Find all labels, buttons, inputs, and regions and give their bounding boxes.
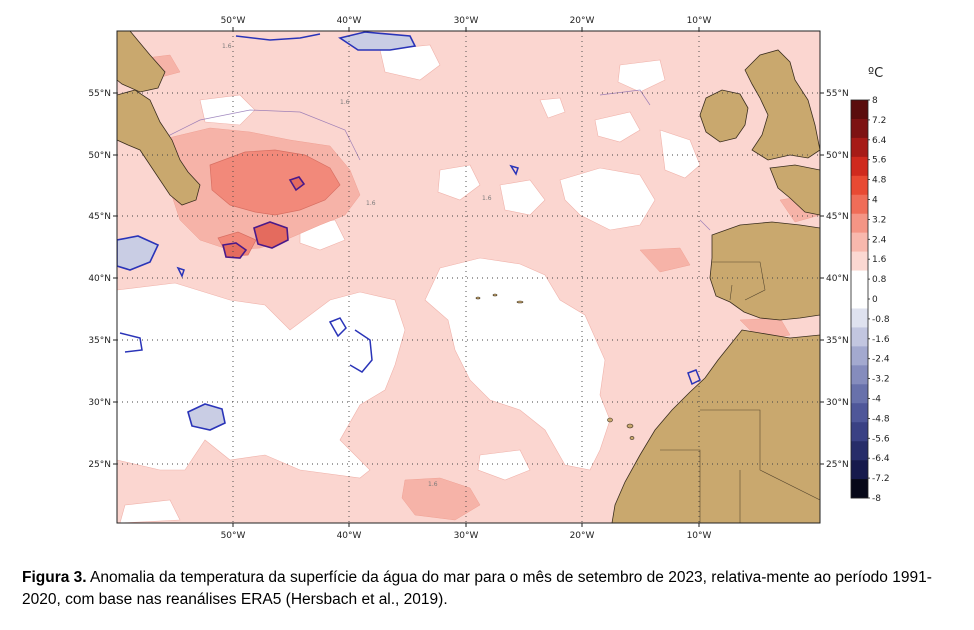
map-plot-area	[117, 31, 820, 523]
colorbar-swatch	[851, 289, 868, 309]
land-borders	[660, 261, 820, 523]
contour-label: 1.6	[222, 43, 232, 50]
lat-tick-label: 35°N	[88, 336, 111, 346]
lon-tick-label: 20°W	[570, 16, 595, 26]
lat-tick-label: 45°N	[826, 212, 849, 222]
lat-labels-left: 55°N 50°N 45°N 40°N 35°N 30°N 25°N	[88, 89, 111, 470]
lon-tick-label: 50°W	[221, 16, 246, 26]
figure-label: Figura 3.	[22, 569, 87, 586]
contour-label: 1.6	[428, 481, 438, 488]
africa-land	[611, 329, 820, 523]
colorbar-swatch	[851, 251, 868, 271]
lat-tick-label: 50°N	[88, 151, 111, 161]
colorbar-swatch	[851, 137, 868, 158]
colorbar-tick-label: 8	[872, 96, 878, 106]
colorbar-swatch	[851, 232, 868, 252]
lat-tick-label: 40°N	[88, 274, 111, 284]
figure-caption: Figura 3. Anomalia da temperatura da sup…	[22, 567, 957, 611]
colorbar-swatch	[851, 346, 868, 366]
colorbar-tick-label: -2.4	[872, 355, 890, 365]
lon-tick-label: 40°W	[337, 531, 362, 540]
colorbar-tick-label: -8	[872, 494, 881, 504]
colorbar-tick-label: -3.2	[872, 375, 890, 385]
lon-tick-label: 30°W	[454, 531, 479, 540]
colorbar-tick-label: 1.6	[872, 255, 887, 265]
colorbar-swatch	[851, 194, 868, 215]
lon-tick-label: 10°W	[687, 16, 712, 26]
colorbar-tick-label: -1.6	[872, 335, 890, 345]
sst-anomaly-map-figure: 1.6 1.6 1.6 1.6 1.6 50°W 40°W 30°W 20°W …	[88, 16, 890, 540]
colorbar-swatch	[851, 441, 868, 461]
lat-tick-label: 40°N	[826, 274, 849, 284]
ireland-land	[699, 89, 749, 143]
lat-tick-label: 55°N	[88, 89, 111, 99]
colorbar-swatch	[851, 308, 868, 328]
contour-label: 1.6	[340, 99, 350, 106]
colorbar-swatch	[851, 213, 868, 233]
peak-warm-anomaly	[222, 176, 306, 259]
colorbar-swatch	[851, 479, 868, 499]
france-land	[769, 164, 820, 216]
land-masses	[117, 31, 820, 523]
colorbar-tick-label: -0.8	[872, 315, 890, 325]
colorbar-swatch	[851, 100, 868, 120]
graticule	[117, 31, 820, 523]
labrador-land	[117, 31, 166, 93]
colorbar-tick-label: -6.4	[872, 454, 890, 464]
lon-tick-label: 40°W	[337, 16, 362, 26]
great-britain-land	[744, 49, 820, 161]
cold-contours	[119, 33, 701, 386]
lon-labels-bottom: 50°W 40°W 30°W 20°W 10°W	[221, 531, 712, 540]
lat-tick-label: 30°N	[826, 398, 849, 408]
lat-labels-right: 55°N 50°N 45°N 40°N 35°N 30°N 25°N	[826, 89, 849, 470]
colorbar-tick-label: 5.6	[872, 156, 887, 166]
lat-tick-label: 55°N	[826, 89, 849, 99]
colorbar-swatch	[851, 156, 868, 177]
colorbar-tick-label: -4.8	[872, 414, 890, 424]
lon-tick-label: 30°W	[454, 16, 479, 26]
colorbar-tick-label: 4.8	[872, 176, 887, 186]
lon-tick-label: 20°W	[570, 531, 595, 540]
colorbar-tick-label: 0.8	[872, 275, 887, 285]
contour-label: 1.6	[366, 200, 376, 207]
colorbar-swatch	[851, 175, 868, 196]
colorbar-tick-label: 2.4	[872, 235, 887, 245]
colorbar-swatch	[851, 270, 868, 290]
iberia-land	[709, 221, 820, 321]
colorbar-swatch	[851, 327, 868, 347]
islands	[475, 293, 635, 440]
colorbar-swatch	[851, 118, 868, 139]
colorbar-tick-label: -4	[872, 395, 881, 405]
lon-labels-top: 50°W 40°W 30°W 20°W 10°W	[221, 16, 712, 26]
colorbar-tick-label: 3.2	[872, 215, 886, 225]
figure-caption-text: Anomalia da temperatura da superfície da…	[22, 569, 932, 608]
lat-tick-label: 30°N	[88, 398, 111, 408]
colorbar-tick-label: 7.2	[872, 116, 886, 126]
colorbar-tick-label: 4	[872, 196, 878, 206]
colorbar-swatch	[851, 384, 868, 404]
colorbar-swatch	[851, 365, 868, 385]
lat-tick-label: 25°N	[88, 460, 111, 470]
lon-tick-label: 50°W	[221, 531, 246, 540]
anomaly-isolines	[149, 89, 711, 231]
lat-tick-label: 45°N	[88, 212, 111, 222]
newfoundland-land	[117, 89, 201, 206]
contour-label: 1.6	[482, 195, 492, 202]
colorbar-swatch	[851, 403, 868, 423]
cold-anomaly-patches	[117, 31, 417, 431]
colorbar-tick-label: 6.4	[872, 136, 887, 146]
colorbar-tick-label: 0	[872, 295, 878, 305]
lon-tick-label: 10°W	[687, 531, 712, 540]
axis-ticks	[113, 27, 824, 527]
colorbar-swatch	[851, 460, 868, 480]
colorbar-tick-label: -7.2	[872, 474, 890, 484]
colorbar-tick-label: -5.6	[872, 434, 890, 444]
colorbar-swatch	[851, 422, 868, 442]
colorbar-unit-label: ºC	[868, 66, 883, 81]
lat-tick-label: 35°N	[826, 336, 849, 346]
colorbar: 8 7.2 6.4 5.6 4.8 4 3.2 2.4 1.6 0.8 0 -0.8 -1.6 -2.4 -…	[850, 96, 890, 504]
lat-tick-label: 50°N	[826, 151, 849, 161]
lat-tick-label: 25°N	[826, 460, 849, 470]
map-frame	[116, 30, 821, 524]
